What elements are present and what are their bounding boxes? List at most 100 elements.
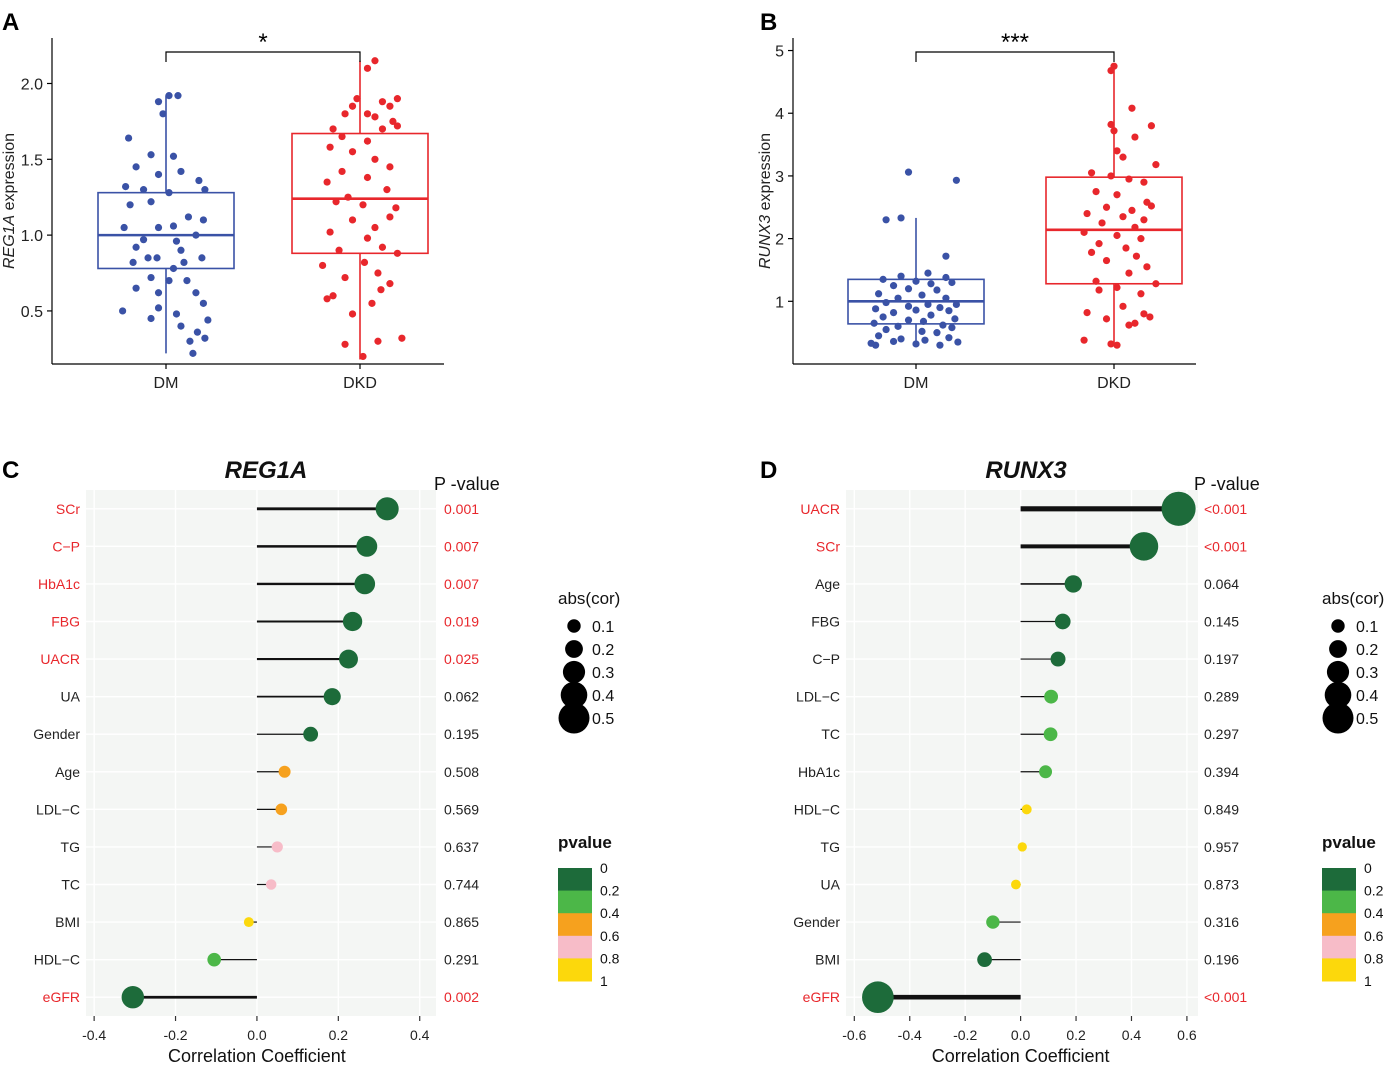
data-point-dm — [952, 300, 960, 309]
y-tick-label: 1.0 — [21, 228, 43, 245]
data-point-dm — [169, 152, 178, 160]
data-point-dm — [933, 329, 941, 337]
data-point-dm — [948, 278, 956, 287]
data-point-dkd — [360, 258, 369, 267]
color-legend-label: 0 — [1364, 860, 1372, 876]
color-legend-label: 1 — [1364, 973, 1372, 989]
data-point-dm — [933, 286, 941, 294]
data-point-dm — [193, 328, 202, 336]
data-point-dkd — [1140, 310, 1148, 318]
data-point-dkd — [348, 102, 357, 110]
p-value: 0.297 — [1204, 726, 1239, 742]
data-point-dkd — [1102, 203, 1111, 211]
data-point-dkd — [1080, 336, 1088, 344]
p-value: 0.062 — [444, 689, 479, 705]
x-tick-label: 0.4 — [1122, 1027, 1142, 1043]
data-point-dm — [154, 98, 163, 106]
x-axis-label: Correlation Coefficient — [932, 1046, 1110, 1066]
plot-background — [86, 490, 436, 1016]
data-point-dm — [195, 176, 203, 185]
lollipop-dot — [265, 879, 277, 890]
data-point-dm — [165, 277, 173, 285]
panel-d: UACR <0.001 SCr <0.001 Age 0.064 FBG 0.145 C−P 0.… — [793, 457, 1259, 1066]
p-value: 0.007 — [444, 576, 479, 592]
p-value: <0.001 — [1204, 538, 1247, 554]
color-legend-band — [1322, 868, 1356, 892]
data-point-dkd — [1098, 219, 1106, 227]
y-axis-label-gene: REG1A — [1, 215, 18, 269]
color-legend-band — [1322, 913, 1356, 937]
data-point-dm — [897, 335, 905, 343]
row-label: LDL−C — [36, 801, 80, 817]
lollipop-dot — [278, 765, 291, 778]
x-axis-label: Correlation Coefficient — [168, 1046, 346, 1066]
x-tick-label: -0.6 — [842, 1027, 866, 1043]
row-label: FBG — [811, 614, 840, 630]
panel-label-c: C — [2, 457, 19, 484]
p-value: 0.001 — [444, 501, 479, 517]
size-legend-label: 0.1 — [1356, 619, 1378, 636]
plot-background — [846, 490, 1198, 1016]
p-value: 0.064 — [1204, 576, 1239, 592]
data-point-dkd — [348, 148, 357, 156]
x-tick-label: DKD — [1097, 375, 1131, 392]
data-point-dkd — [1110, 127, 1118, 135]
data-point-dkd — [1119, 302, 1127, 310]
y-tick-label: 2.0 — [21, 76, 43, 93]
lollipop-dot — [1021, 804, 1032, 815]
color-legend-label: 0.6 — [1364, 928, 1384, 944]
data-point-dkd — [359, 352, 367, 361]
data-point-dm — [199, 299, 207, 307]
data-point-dkd — [323, 295, 331, 303]
data-point-dkd — [338, 167, 346, 176]
data-point-dkd — [319, 261, 327, 270]
p-value-header: P -value — [1194, 474, 1260, 494]
size-legend-dot — [1329, 640, 1347, 658]
data-point-dm — [879, 313, 887, 321]
data-point-dm — [889, 282, 898, 290]
lollipop-dot — [1129, 532, 1159, 561]
data-point-dm — [154, 170, 163, 179]
data-point-dm — [199, 216, 207, 224]
panel-label-b: B — [760, 9, 777, 36]
color-legend-band — [558, 958, 592, 982]
data-point-dm — [889, 308, 898, 317]
box-dm — [97, 191, 235, 270]
data-point-dkd — [335, 246, 343, 254]
data-point-dkd — [374, 269, 382, 277]
data-point-dkd — [1147, 122, 1155, 130]
data-point-dm — [180, 258, 188, 267]
data-point-dkd — [371, 113, 379, 121]
data-point-dkd — [1128, 104, 1136, 112]
row-label: SCr — [56, 501, 80, 517]
data-point-dm — [870, 319, 878, 327]
lollipop-dot — [1054, 613, 1071, 630]
data-point-dm — [879, 275, 887, 283]
y-tick-label: 2 — [775, 232, 784, 249]
y-tick-label: 1 — [775, 294, 784, 311]
p-value: 0.508 — [444, 764, 479, 780]
size-legend-label: 0.4 — [1356, 688, 1378, 705]
data-point-dm — [172, 310, 181, 318]
box-dkd — [291, 132, 429, 255]
data-point-dm — [918, 327, 926, 335]
data-point-dm — [169, 264, 178, 273]
data-point-dm — [132, 284, 140, 292]
legend-group: abs(cor) 0.1 0.2 0.3 0.4 0.5 pvalue 0 0.2 0.4 0.6 0… — [558, 589, 620, 989]
data-point-dkd — [383, 186, 391, 194]
data-point-dkd — [1131, 133, 1139, 141]
legend-group: abs(cor) 0.1 0.2 0.3 0.4 0.5 pvalue 0 0.2 0.4 0.6 0… — [1322, 589, 1384, 989]
color-legend-label: 0.4 — [600, 905, 620, 921]
lollipop-dot — [207, 952, 222, 967]
row-label: eGFR — [43, 989, 80, 1005]
data-point-dm — [126, 201, 134, 209]
size-legend-dot — [1324, 681, 1352, 709]
y-tick-label: 3 — [775, 169, 784, 186]
data-point-dkd — [1137, 235, 1145, 243]
row-label: Gender — [793, 914, 840, 930]
data-point-dkd — [1147, 202, 1155, 210]
data-point-dm — [198, 254, 206, 262]
color-legend-band — [558, 913, 592, 937]
data-point-dkd — [1080, 228, 1088, 236]
size-legend-dot — [1331, 619, 1345, 633]
